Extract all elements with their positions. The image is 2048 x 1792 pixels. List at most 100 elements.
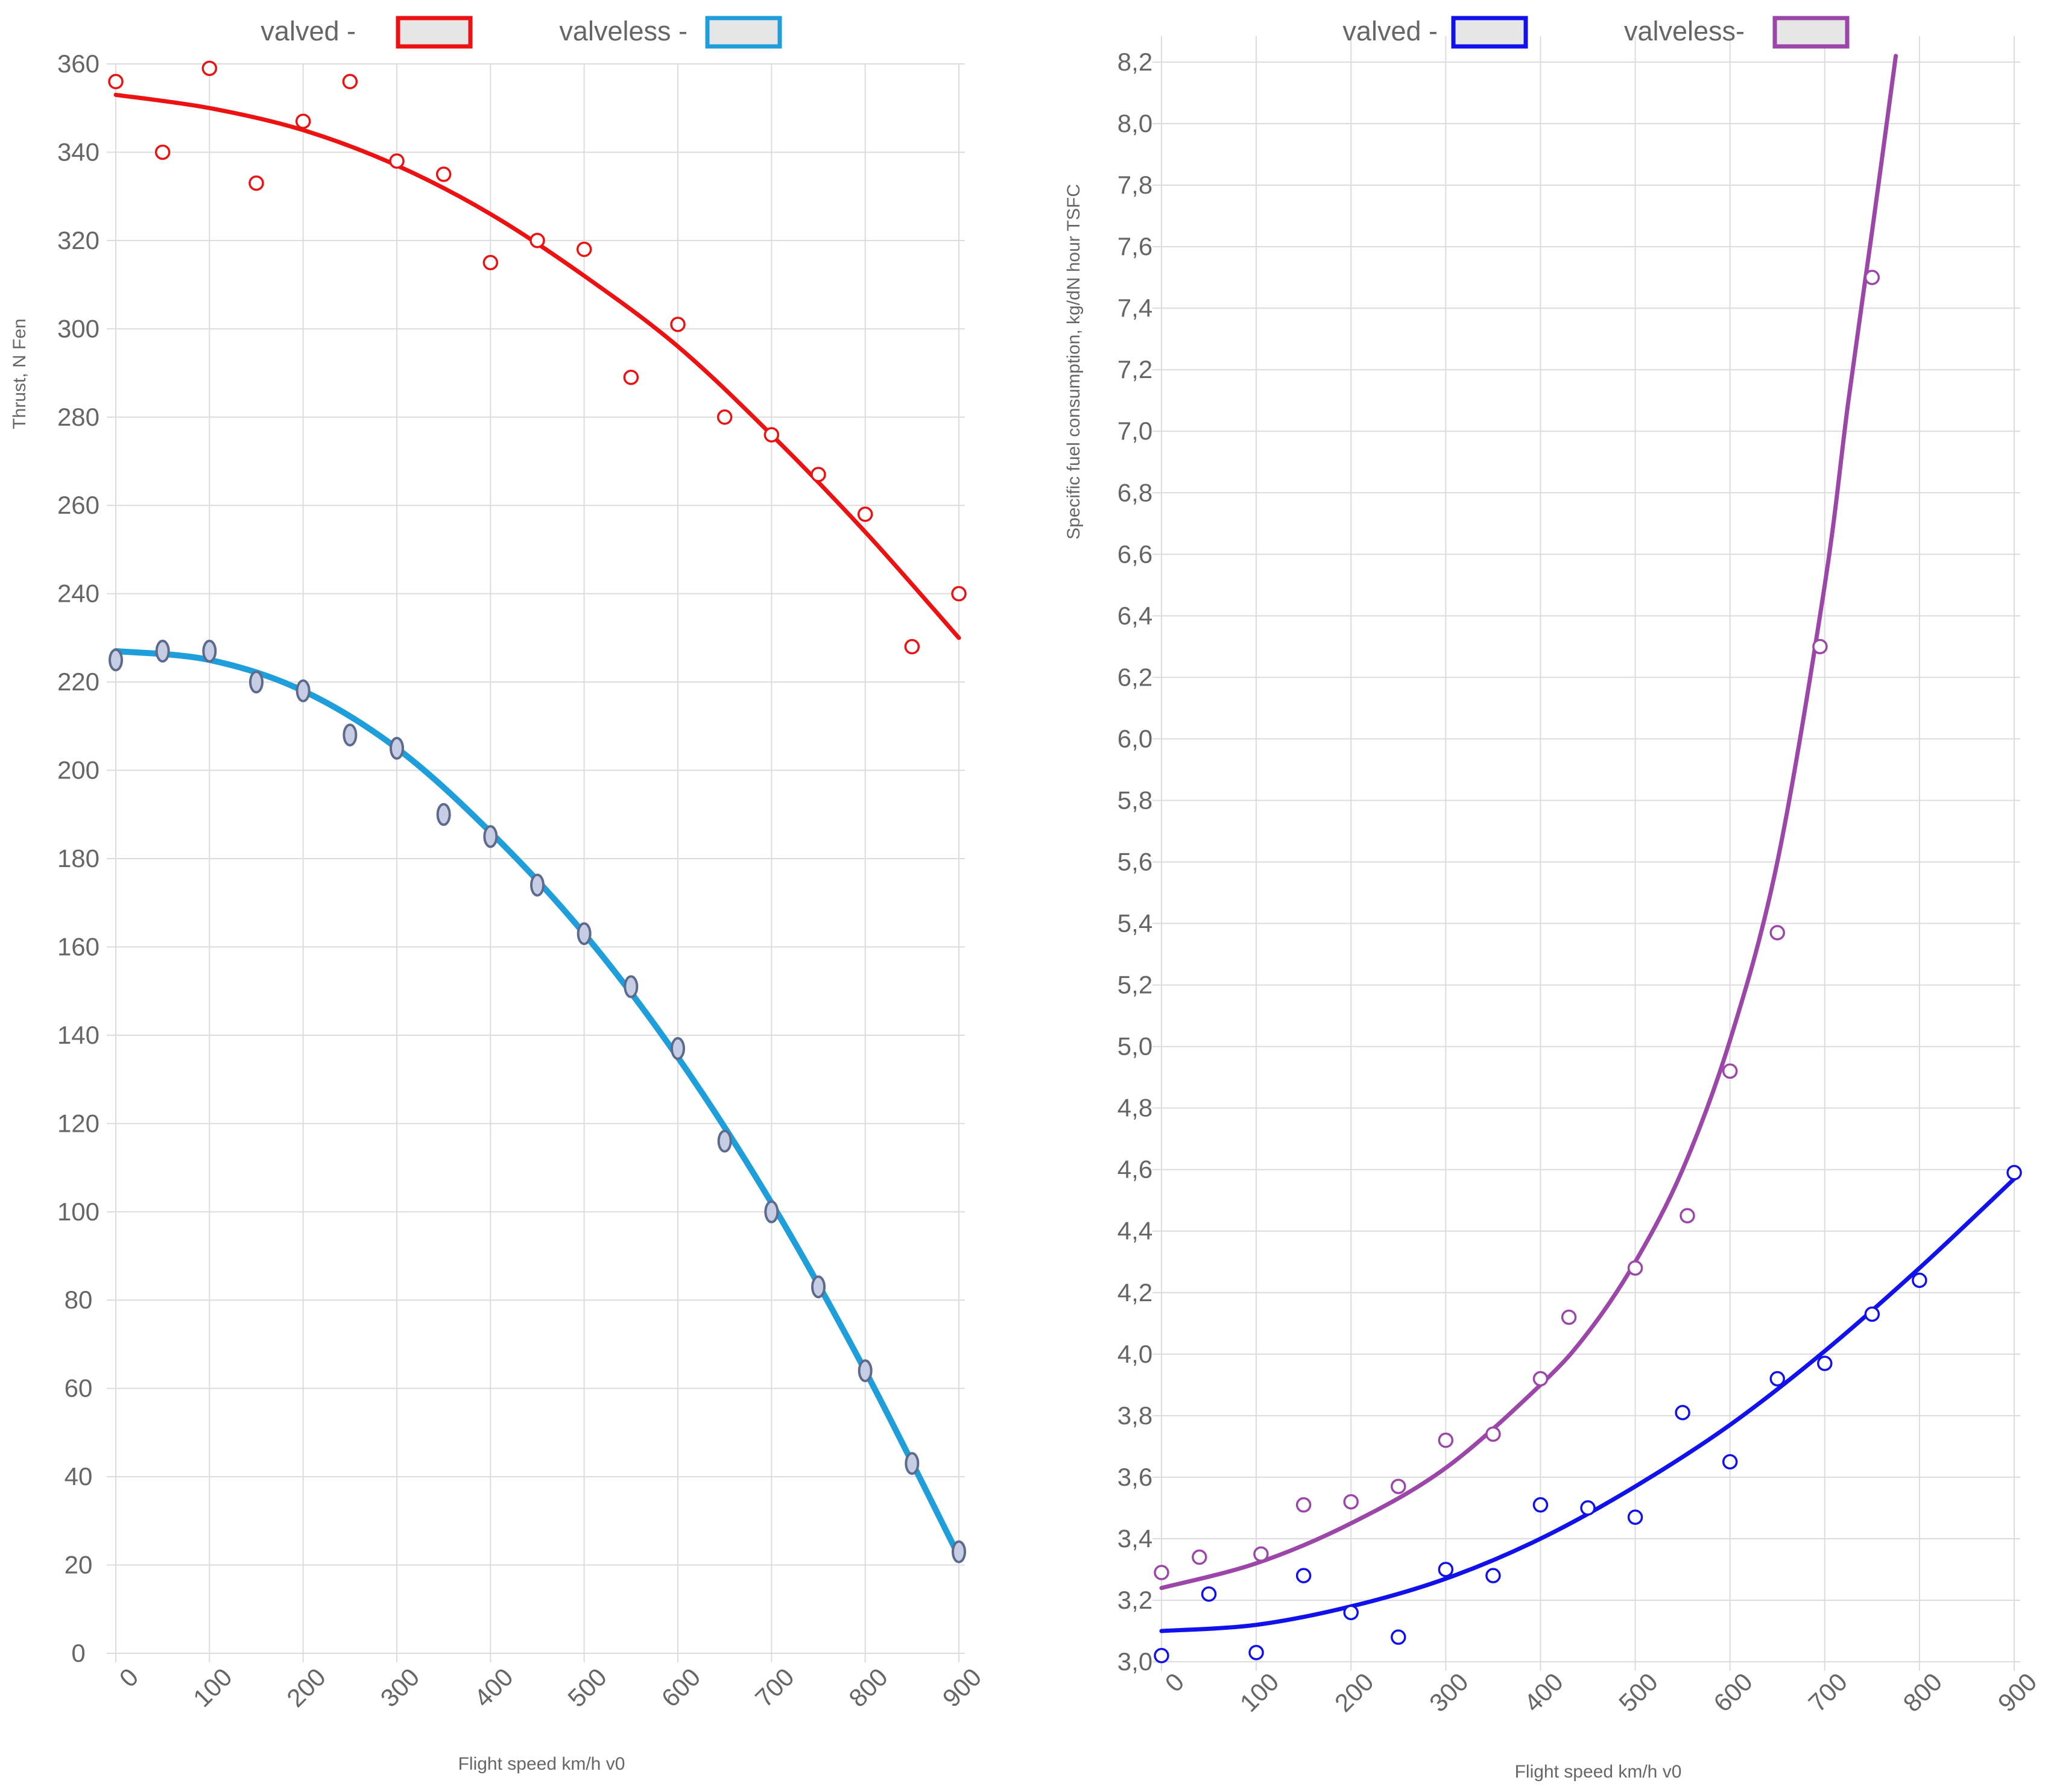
thrust-valved-data-point — [763, 427, 780, 443]
tsfc-valveless-legend-swatch — [1772, 16, 1850, 49]
tsfc-x-tick-label: 0 — [1160, 1667, 1190, 1697]
thrust-legend: valved - valveless - — [261, 16, 782, 49]
thrust-valved-data-point — [623, 370, 639, 385]
thrust-x-tick-label: 100 — [188, 1662, 238, 1712]
tsfc-valveless-data-point — [1627, 1260, 1643, 1276]
thrust-valveless-data-point — [109, 648, 123, 672]
thrust-y-tick-label: 360 — [57, 49, 100, 78]
thrust-grid — [107, 63, 965, 1662]
thrust-x-tick-label: 600 — [656, 1662, 706, 1712]
tsfc-valved-data-point — [2006, 1165, 2022, 1181]
tsfc-y-tick-label: 7,6 — [1117, 232, 1152, 260]
tsfc-valveless-data-point — [1561, 1309, 1577, 1325]
thrust-valveless-data-point — [343, 723, 358, 746]
tsfc-y-tick-label: 5,4 — [1117, 909, 1152, 938]
tsfc-valved-data-point — [1391, 1629, 1406, 1645]
tsfc-x-tick-label: 400 — [1519, 1667, 1569, 1717]
thrust-y-tick-label: 20 — [65, 1551, 93, 1579]
thrust-valved-data-point — [904, 639, 920, 655]
tsfc-valveless-data-point — [1485, 1426, 1501, 1442]
tsfc-valved-legend-label: valved - — [1342, 16, 1438, 46]
tsfc-y-tick-label: 7,4 — [1117, 294, 1152, 322]
tsfc-y-axis-title: Specific fuel consumption, kg/dN hour TS… — [1064, 184, 1084, 540]
tsfc-valveless-data-point — [1812, 639, 1828, 655]
thrust-y-tick-label: 260 — [57, 491, 100, 519]
tsfc-y-tick-label: 3,6 — [1117, 1463, 1152, 1491]
thrust-y-tick-label: 280 — [57, 403, 100, 431]
thrust-valved-data-point — [951, 585, 967, 602]
thrust-valved-data-point — [811, 467, 826, 482]
thrust-valved-data-point — [857, 506, 873, 522]
thrust-valveless-data-point — [436, 803, 451, 826]
tsfc-valved-data-point — [1248, 1644, 1264, 1661]
thrust-valveless-legend-label: valveless - — [559, 16, 687, 46]
tsfc-valved-data-point — [1154, 1648, 1169, 1664]
tsfc-x-tick-label: 200 — [1329, 1667, 1379, 1717]
tsfc-valveless-legend-label: valveless- — [1624, 16, 1745, 46]
thrust-valved-data-point — [248, 175, 264, 191]
thrust-y-tick-label: 160 — [57, 932, 100, 961]
thrust-valved-legend-label: valved - — [261, 16, 356, 46]
tsfc-x-tick-label: 100 — [1234, 1667, 1285, 1717]
tsfc-valveless-data-point — [1722, 1063, 1738, 1079]
tsfc-valved-data-point — [1769, 1371, 1785, 1387]
tsfc-x-tick-label: 900 — [1993, 1667, 2043, 1717]
tsfc-valved-data-point — [1295, 1568, 1312, 1583]
thrust-tick-labels: 0 20 40 60 80 100 120 140 160 180 200 220 240 260 280 3… — [57, 49, 987, 1712]
thrust-valved-legend-swatch — [396, 16, 473, 49]
tsfc-y-tick-label: 5,6 — [1117, 848, 1152, 876]
tsfc-valved-data-point — [1201, 1586, 1217, 1602]
thrust-valveless-data-point — [717, 1129, 732, 1153]
tsfc-valveless-data-point — [1295, 1497, 1312, 1513]
thrust-y-axis-title: Thrust, N Fen — [10, 318, 30, 429]
thrust-y-tick-label: 100 — [57, 1197, 100, 1226]
thrust-x-tick-label: 900 — [937, 1662, 987, 1712]
thrust-y-tick-label: 120 — [57, 1109, 100, 1137]
thrust-valveless-data-point — [764, 1200, 779, 1223]
thrust-chart: 0 20 40 60 80 100 120 140 160 180 200 220 240 260 280 3… — [10, 16, 987, 1774]
tsfc-valveless-data-point — [1253, 1546, 1269, 1562]
tsfc-y-tick-label: 6,0 — [1117, 724, 1152, 752]
tsfc-valved-data-point — [1864, 1306, 1880, 1322]
tsfc-y-tick-label: 4,6 — [1117, 1155, 1152, 1184]
tsfc-y-tick-label: 4,2 — [1117, 1278, 1152, 1307]
thrust-valveless-data-point — [577, 922, 592, 945]
thrust-valved-data-point — [576, 241, 592, 257]
thrust-x-tick-label: 0 — [114, 1662, 144, 1693]
thrust-y-tick-label: 200 — [57, 756, 100, 784]
thrust-data-points — [108, 60, 967, 1563]
tsfc-valveless-fit-line — [1159, 54, 1898, 1591]
thrust-valved-data-point — [482, 254, 499, 271]
tsfc-valved-data-point — [1675, 1404, 1690, 1421]
thrust-valveless-data-point — [390, 736, 404, 760]
tsfc-y-tick-label: 6,2 — [1117, 663, 1152, 691]
tsfc-y-tick-label: 6,4 — [1117, 601, 1152, 629]
tsfc-valved-data-point — [1722, 1454, 1738, 1470]
thrust-x-tick-label: 800 — [843, 1662, 893, 1712]
tsfc-valveless-data-point — [1154, 1565, 1169, 1580]
thrust-valved-data-point — [154, 144, 171, 160]
thrust-y-tick-label: 140 — [57, 1021, 100, 1049]
tsfc-x-axis-title: Flight speed km/h v0 — [1515, 1762, 1682, 1782]
thrust-valved-data-point — [435, 166, 452, 182]
thrust-valved-data-point — [529, 233, 545, 248]
tsfc-y-tick-label: 7,0 — [1117, 417, 1152, 445]
tsfc-valved-data-point — [1532, 1497, 1549, 1513]
tsfc-valveless-data-point — [1391, 1478, 1406, 1494]
thrust-valveless-data-point — [905, 1452, 920, 1475]
tsfc-x-tick-label: 300 — [1424, 1667, 1474, 1717]
thrust-valved-fit-line — [113, 92, 961, 640]
thrust-valveless-data-point — [530, 873, 545, 897]
tsfc-valved-data-point — [1817, 1355, 1833, 1371]
tsfc-y-tick-label: 7,8 — [1117, 171, 1152, 199]
tsfc-y-tick-label: 3,2 — [1117, 1586, 1152, 1614]
thrust-y-tick-label: 180 — [57, 844, 100, 872]
tsfc-y-tick-label: 5,2 — [1117, 971, 1152, 999]
tsfc-y-tick-label: 8,2 — [1117, 48, 1152, 76]
tsfc-valved-data-point — [1343, 1604, 1359, 1621]
thrust-valveless-data-point — [483, 825, 498, 848]
tsfc-x-tick-label: 500 — [1613, 1667, 1663, 1717]
tsfc-y-tick-label: 3,4 — [1117, 1524, 1152, 1553]
thrust-valveless-data-point — [202, 639, 217, 663]
